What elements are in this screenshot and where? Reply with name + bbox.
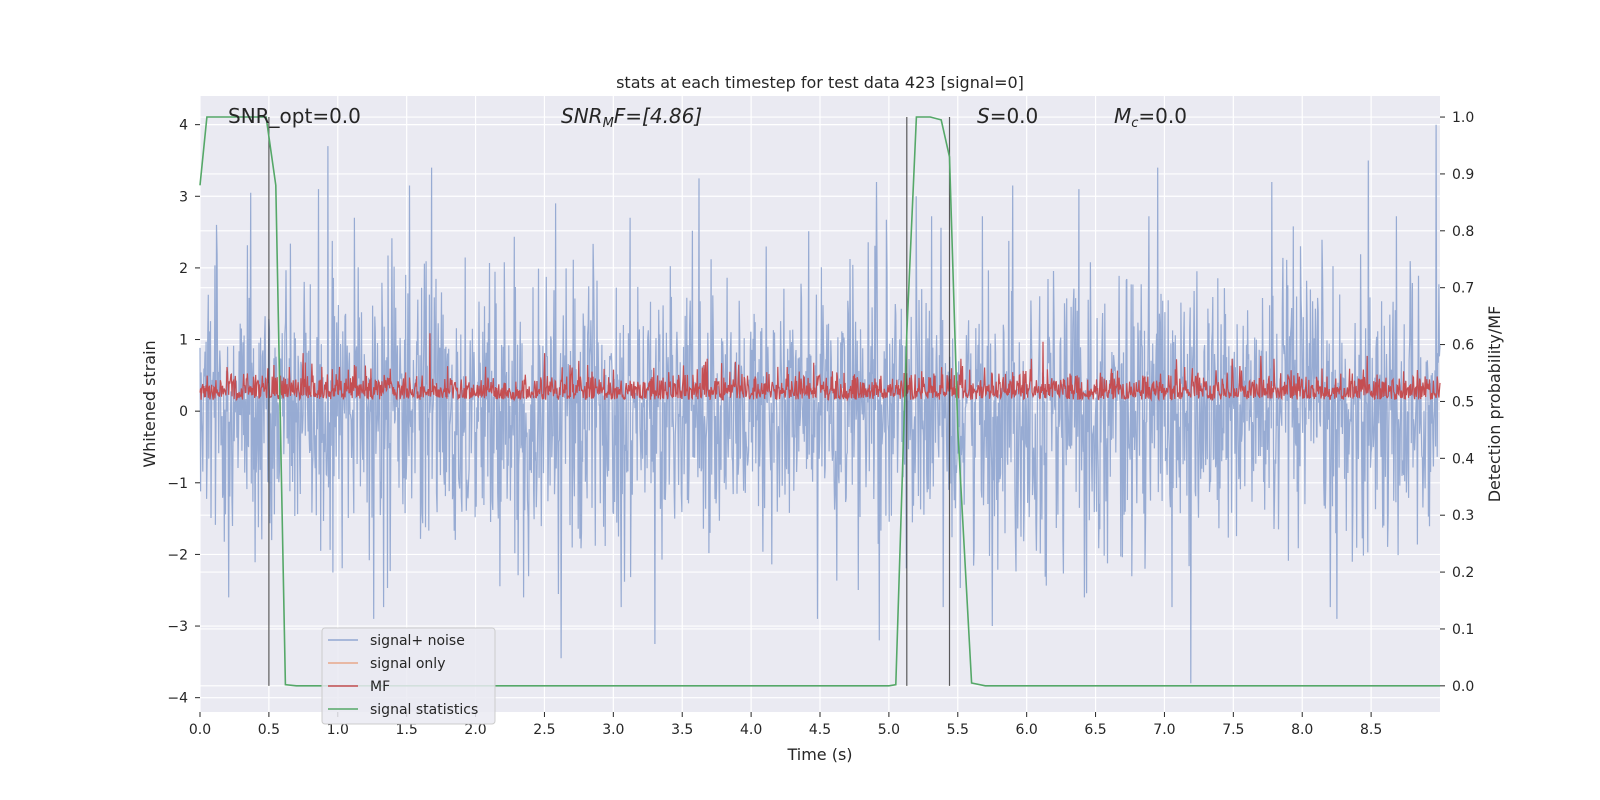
y2-tick-label-3: 0.7 [1452,281,1474,297]
series-signal-noise [199,124,1441,684]
legend-label-mf: MF [370,679,390,695]
x-tick-label-3: 1.5 [396,722,418,738]
x-tick-label-16: 8.0 [1291,722,1313,738]
x-tick-label-8: 4.0 [740,722,762,738]
x-tick-label-15: 7.5 [1222,722,1244,738]
x-tick-label-10: 5.0 [878,722,900,738]
y-tick-label-1: 3 [179,189,188,205]
y-tick-label-4: 0 [179,404,188,420]
annotation-mc-subscript: c [1131,116,1138,131]
annotation-snr-mf-subscript: M [603,116,614,131]
x-tick-label-17: 8.5 [1360,722,1382,738]
y2-axis-label: Detection probability/MF [1485,306,1504,503]
annotation-snr-opt: SNR_opt=0.0 [228,104,361,128]
x-tick-label-7: 3.5 [671,722,693,738]
series-mf [199,333,1441,402]
annotation-mc-value: =0.0 [1138,104,1187,128]
legend-box [321,627,496,725]
y2-tick-label-8: 0.2 [1452,565,1474,581]
y2-tick-labels: 1.0 0.9 0.8 0.7 0.6 0.5 0.4 0.3 0.2 0.1 0.0 [1440,110,1474,695]
x-tick-label-13: 6.5 [1084,722,1106,738]
legend-label-signal-noise: signal+ noise [370,633,465,649]
series-line-signal-statistics [199,116,1440,687]
series-line-mf [199,333,1441,402]
series-line-signal-noise [199,124,1441,684]
x-gridlines [199,96,1372,712]
y-tick-label-8: −4 [167,691,188,707]
annotation-s-value: =0.0 [990,104,1039,128]
annotation-mc: Mc=0.0 [1114,104,1187,131]
annotation-snr-mf: SNRMF=[4.86] [561,104,702,131]
x-tick-label-6: 3.0 [602,722,624,738]
y2-tick-label-6: 0.4 [1452,451,1474,467]
annotation-s: S=0.0 [977,104,1038,128]
y-tick-label-3: 1 [179,333,188,349]
y-tick-label-7: −3 [167,619,188,635]
x-tick-label-14: 7.0 [1153,722,1175,738]
y2-tick-label-10: 0.0 [1452,679,1474,695]
x-tick-label-5: 2.5 [533,722,555,738]
x-tick-label-0: 0.0 [189,722,211,738]
series-signal-statistics [199,116,1440,687]
x-tick-label-12: 6.0 [1016,722,1038,738]
y-tick-label-0: 4 [179,118,188,134]
y2-tick-label-1: 0.9 [1452,167,1474,183]
annotation-mc-symbol: M [1114,104,1131,128]
x-tick-label-1: 0.5 [258,722,280,738]
y2-tick-label-5: 0.5 [1452,394,1474,410]
y2-tick-label-7: 0.3 [1452,508,1474,524]
annotation-snr-mf-value: F=[4.86] [614,104,702,128]
y2-tick-label-2: 0.8 [1452,224,1474,240]
x-tick-label-11: 5.5 [947,722,969,738]
y-tick-labels: 4 3 2 1 0 −1 −2 −3 −4 [167,118,200,707]
y-tick-label-2: 2 [179,261,188,277]
legend-label-signal-statistics: signal statistics [370,702,478,718]
x-tick-label-2: 1.0 [327,722,349,738]
x-tick-label-9: 4.5 [809,722,831,738]
x-tick-label-4: 2.0 [464,722,486,738]
y-tick-label-5: −1 [167,476,188,492]
y2-tick-label-0: 1.0 [1452,110,1474,126]
y2-tick-label-9: 0.1 [1452,622,1474,638]
legend-label-signal-only: signal only [370,656,445,672]
annotation-snr-mf-symbol: SNR [561,104,603,128]
annotation-s-symbol: S [977,104,990,128]
x-axis-label: Time (s) [786,745,852,764]
y-tick-label-6: −2 [167,547,188,563]
vertical-markers [268,117,951,686]
legend: signal+ noise signal only MF signal stat… [321,627,496,725]
chart-title: stats at each timestep for test data 423… [616,73,1024,92]
y2-tick-label-4: 0.6 [1452,338,1474,354]
x-tick-labels: 0.0 0.5 1.0 1.5 2.0 2.5 3.0 3.5 4.0 4.5 5.0 5.5 6.0 6… [189,712,1382,738]
y-axis-label: Whitened strain [140,340,159,467]
